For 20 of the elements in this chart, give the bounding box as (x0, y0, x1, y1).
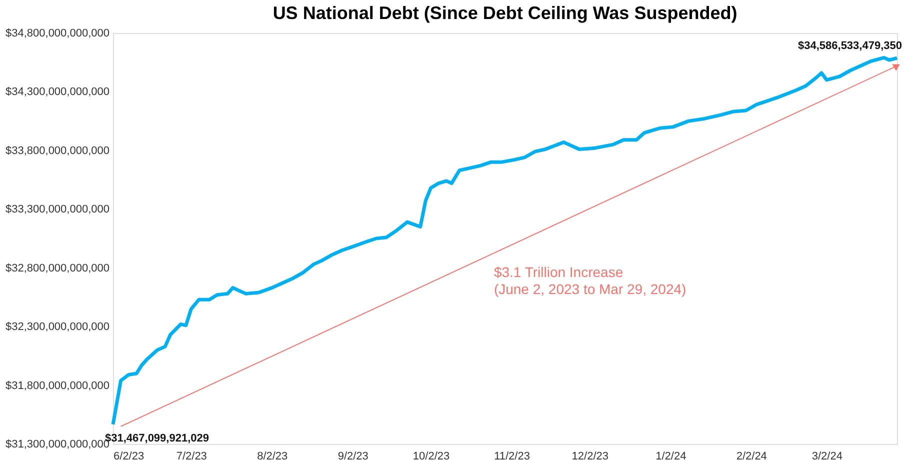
y-tick-label: $33,800,000,000,000 (6, 144, 110, 157)
x-tick-label: 11/2/23 (494, 450, 530, 462)
y-tick-label: $34,300,000,000,000 (6, 86, 110, 98)
x-tick-label: 6/2/23 (114, 450, 144, 462)
y-tick-label: $34,800,000,000,000 (6, 28, 110, 40)
y-tick-label: $32,300,000,000,000 (6, 321, 110, 334)
annotation: $34,586,533,479,350 (798, 40, 902, 52)
annotation: $3.1 Trillion Increase (June 2, 2023 to Mar 29, 2024) (494, 264, 686, 297)
x-tick-label: 2/2/24 (736, 450, 767, 462)
y-tick-label: $32,800,000,000,000 (6, 262, 110, 274)
y-tick-label: $33,300,000,000,000 (6, 204, 110, 216)
y-tick-label: $31,800,000,000,000 (6, 380, 110, 392)
x-tick-label: 1/2/24 (656, 450, 686, 462)
x-tick-label: 3/2/24 (812, 450, 842, 462)
x-tick-label: 10/2/23 (412, 450, 450, 462)
x-tick-label: 9/2/23 (338, 450, 368, 462)
x-tick-label: 7/2/23 (176, 450, 207, 462)
x-tick-label: 8/2/23 (257, 450, 288, 462)
chart-title: US National Debt (Since Debt Ceiling Was Suspended) (272, 3, 738, 23)
x-tick-label: 12/2/23 (572, 450, 609, 462)
